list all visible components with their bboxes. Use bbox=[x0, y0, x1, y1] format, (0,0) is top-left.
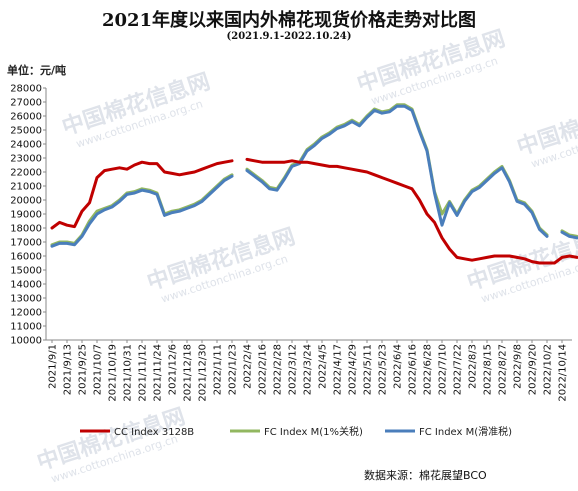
x-tick-label: 2022/8/15 bbox=[483, 344, 494, 395]
x-tick-label: 2021/12/6 bbox=[168, 344, 179, 395]
x-tick-label: 2022/10/2 bbox=[543, 344, 554, 395]
x-tick-label: 2021/10/31 bbox=[123, 344, 134, 402]
y-tick-label: 19000 bbox=[10, 210, 42, 221]
y-tick-label: 24000 bbox=[10, 140, 42, 151]
y-axis: 10000 11000 12000 13000 14000 15000 16000 17000… bbox=[10, 84, 46, 347]
x-tick-label: 2022/4/29 bbox=[348, 344, 359, 395]
y-tick-label: 13000 bbox=[10, 294, 42, 305]
legend: CC Index 3128B FC Index M(1%关税) FC Index M… bbox=[80, 425, 512, 438]
series-line bbox=[50, 104, 578, 248]
x-tick-label: 2022/5/23 bbox=[378, 344, 389, 395]
x-tick-label: 2022/6/16 bbox=[408, 344, 419, 395]
x-tick-label: 2021/12/18 bbox=[183, 344, 194, 402]
series-lines bbox=[50, 103, 578, 265]
x-tick-label: 2022/4/5 bbox=[318, 344, 329, 389]
legend-label: FC Index M(滑准税) bbox=[419, 425, 512, 438]
x-tick-label: 2021/12/30 bbox=[198, 344, 209, 402]
x-axis: 2021/9/1 2021/9/13 2021/9/25 2021/10/7 2021/… bbox=[48, 340, 569, 402]
x-tick-label: 2022/8/27 bbox=[498, 344, 509, 395]
y-tick-label: 23000 bbox=[10, 154, 42, 165]
x-tick-label: 2022/4/17 bbox=[333, 344, 344, 395]
x-tick-label: 2022/7/10 bbox=[438, 344, 449, 395]
x-tick-label: 2022/10/14 bbox=[558, 344, 569, 402]
x-tick-label: 2021/11/12 bbox=[138, 344, 149, 402]
x-tick-label: 2021/10/19 bbox=[108, 344, 119, 402]
y-tick-label: 20000 bbox=[10, 196, 42, 207]
y-tick-label: 27000 bbox=[10, 98, 42, 109]
series-line bbox=[50, 157, 578, 265]
x-tick-label: 2021/9/13 bbox=[63, 344, 74, 395]
x-tick-label: 2022/6/28 bbox=[423, 344, 434, 395]
x-tick-label: 2022/2/16 bbox=[258, 344, 269, 395]
x-tick-label: 2022/7/22 bbox=[453, 344, 464, 395]
x-tick-label: 2021/10/7 bbox=[93, 344, 104, 395]
y-tick-label: 17000 bbox=[10, 238, 42, 249]
x-tick-label: 2022/2/4 bbox=[243, 344, 254, 389]
y-tick-label: 18000 bbox=[10, 224, 42, 235]
y-axis-unit-label: 单位：元/吨 bbox=[7, 64, 67, 77]
legend-label: FC Index M(1%关税) bbox=[264, 425, 363, 438]
y-tick-label: 28000 bbox=[10, 84, 42, 95]
x-tick-label: 2022/9/8 bbox=[513, 344, 524, 389]
x-tick-label: 2021/9/25 bbox=[78, 344, 89, 395]
y-tick-label: 21000 bbox=[10, 182, 42, 193]
chart-title: 2021年度以来国内外棉花现货价格走势对比图 bbox=[101, 10, 477, 31]
x-tick-label: 2021/11/24 bbox=[153, 344, 164, 402]
x-tick-label: 2022/2/28 bbox=[273, 344, 284, 395]
x-tick-label: 2022/3/24 bbox=[303, 344, 314, 395]
x-tick-label: 2022/6/4 bbox=[393, 344, 404, 389]
y-tick-label: 10000 bbox=[10, 336, 42, 347]
y-tick-label: 14000 bbox=[10, 280, 42, 291]
x-tick-label: 2022/5/11 bbox=[363, 344, 374, 395]
x-tick-label: 2022/3/12 bbox=[288, 344, 299, 395]
data-source-note: 数据来源：棉花展望BCO bbox=[364, 469, 487, 482]
x-tick-label: 2022/1/23 bbox=[228, 344, 239, 395]
legend-label: CC Index 3128B bbox=[114, 427, 194, 438]
y-tick-label: 26000 bbox=[10, 112, 42, 123]
y-tick-label: 11000 bbox=[10, 322, 42, 333]
y-tick-label: 25000 bbox=[10, 126, 42, 137]
y-tick-label: 15000 bbox=[10, 266, 42, 277]
y-tick-label: 16000 bbox=[10, 252, 42, 263]
x-tick-label: 2022/1/11 bbox=[213, 344, 224, 395]
x-tick-label: 2022/9/20 bbox=[528, 344, 539, 395]
x-tick-label: 2022/8/3 bbox=[468, 344, 479, 389]
x-tick-label: 2021/9/1 bbox=[48, 344, 59, 389]
chart-subtitle: (2021.9.1-2022.10.24) bbox=[226, 31, 352, 42]
y-tick-label: 12000 bbox=[10, 308, 42, 319]
y-tick-label: 22000 bbox=[10, 168, 42, 179]
